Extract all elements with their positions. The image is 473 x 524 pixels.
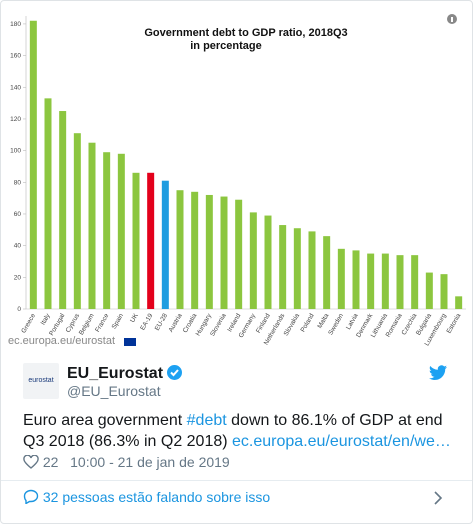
bar bbox=[381, 253, 389, 309]
x-tick-label: Poland bbox=[300, 312, 316, 333]
y-tick-label: 0 bbox=[17, 306, 21, 313]
x-tick-label: Spain bbox=[111, 312, 126, 330]
bar bbox=[396, 255, 404, 309]
x-tick-label: EA-19 bbox=[139, 312, 154, 331]
bar bbox=[235, 199, 243, 309]
x-tick-label: Estonia bbox=[445, 312, 462, 335]
y-tick-label: 40 bbox=[14, 243, 22, 250]
bar bbox=[176, 190, 184, 309]
bar bbox=[249, 212, 257, 309]
x-tick-label: Latvia bbox=[345, 312, 360, 331]
like-count[interactable]: 22 bbox=[42, 454, 59, 470]
y-tick-label: 60 bbox=[14, 211, 22, 218]
bar bbox=[132, 172, 140, 309]
bar bbox=[440, 274, 448, 309]
source: ec.europa.eu/eurostat bbox=[8, 335, 115, 347]
divider bbox=[1, 480, 472, 481]
bar bbox=[73, 133, 81, 309]
bar bbox=[308, 231, 316, 309]
bar bbox=[220, 196, 228, 309]
avatar-text: eurostat bbox=[28, 377, 54, 384]
bar bbox=[411, 255, 419, 309]
bar bbox=[88, 142, 96, 309]
bar bbox=[279, 225, 287, 309]
x-tick-label: France bbox=[94, 312, 110, 333]
tweet-meta: 22 10:00 - 21 de jan de 2019 bbox=[23, 454, 230, 470]
bar bbox=[455, 296, 463, 309]
x-tick-label: UK bbox=[129, 312, 140, 324]
y-tick-label: 180 bbox=[10, 21, 21, 28]
bar bbox=[29, 20, 37, 310]
bar bbox=[293, 228, 301, 309]
bar bbox=[103, 152, 111, 309]
tweet-text: Euro area government #debt down to 86.1%… bbox=[23, 410, 458, 452]
conversation-link[interactable]: 32 pessoas estão falando sobre isso bbox=[23, 489, 270, 505]
bar bbox=[425, 272, 433, 309]
y-tick-label: 80 bbox=[14, 179, 22, 186]
bar bbox=[323, 236, 331, 309]
x-tick-label: Malta bbox=[316, 312, 330, 330]
chart: Government debt to GDP ratio, 2018Q3 in … bbox=[6, 6, 469, 351]
link[interactable]: ec.europa.eu/eurostat/en/we… bbox=[232, 433, 451, 450]
avatar[interactable]: eurostat bbox=[23, 363, 59, 399]
reply-icon bbox=[23, 489, 39, 505]
verified-badge bbox=[167, 365, 183, 380]
y-tick-label: 100 bbox=[10, 148, 21, 155]
chart-title: Government debt to GDP ratio, 2018Q3 bbox=[144, 27, 347, 39]
info-icon-bar bbox=[451, 17, 453, 22]
user-name-text: EU_Eurostat bbox=[67, 365, 164, 382]
bar bbox=[367, 253, 375, 309]
bar bbox=[117, 153, 125, 309]
timestamp[interactable]: 10:00 - 21 de jan de 2019 bbox=[70, 454, 230, 470]
x-tick-label: EU-28 bbox=[154, 312, 169, 332]
conversation-text: 32 pessoas estão falando sobre isso bbox=[42, 489, 271, 505]
bar bbox=[337, 248, 345, 309]
bar bbox=[161, 180, 169, 309]
user-name[interactable]: EU_Eurostat bbox=[67, 365, 183, 383]
bar bbox=[352, 250, 360, 309]
bar bbox=[205, 194, 213, 309]
chevron[interactable] bbox=[433, 491, 443, 505]
like-icon[interactable] bbox=[23, 454, 39, 469]
y-tick-label: 140 bbox=[10, 84, 21, 91]
x-tick-label: Greece bbox=[20, 312, 37, 334]
y-tick-label: 20 bbox=[14, 274, 22, 281]
x-tick-label: Italy bbox=[40, 312, 52, 326]
eu-flag bbox=[124, 338, 136, 346]
chart-subtitle: in percentage bbox=[190, 40, 262, 52]
y-tick-label: 160 bbox=[10, 53, 21, 60]
bar bbox=[59, 111, 67, 309]
bar bbox=[44, 98, 52, 310]
bar bbox=[191, 191, 199, 309]
bar bbox=[264, 215, 272, 309]
text: Euro area government bbox=[23, 412, 187, 429]
hashtag[interactable]: #debt bbox=[186, 412, 227, 429]
text: down to 86.1% of GDP at end Q3 2018 (86.… bbox=[23, 412, 443, 450]
twitter-logo[interactable] bbox=[429, 365, 447, 380]
user-handle[interactable]: @EU_Eurostat bbox=[67, 383, 161, 399]
y-tick-label: 120 bbox=[10, 116, 21, 123]
bar bbox=[147, 172, 155, 309]
